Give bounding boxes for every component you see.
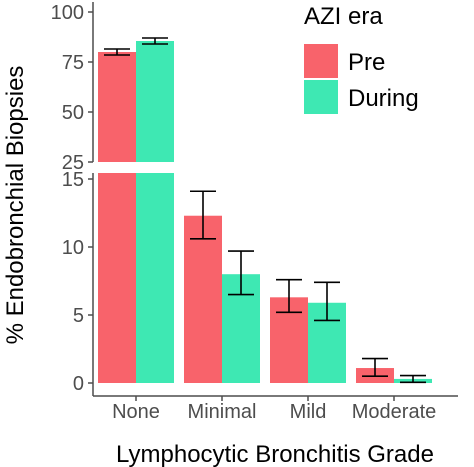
x-tick-label: None xyxy=(112,401,160,423)
x-tick-label: Minimal xyxy=(188,401,257,423)
y-tick-label: 10 xyxy=(62,237,84,259)
error-bar-pre-mild xyxy=(276,278,302,314)
y-tick-label: 50 xyxy=(62,102,84,124)
legend-label-pre: Pre xyxy=(348,49,385,76)
error-bar-pre-moderate xyxy=(362,357,388,378)
legend-title: AZI era xyxy=(304,3,383,30)
x-tick-label: Mild xyxy=(290,401,327,423)
y-tick-label: 5 xyxy=(73,305,84,327)
legend-label-during: During xyxy=(348,85,419,112)
x-axis-title: Lymphocytic Bronchitis Grade xyxy=(116,441,434,467)
y-tick-label: 75 xyxy=(62,52,84,74)
bar-pre-none-lower xyxy=(98,173,136,383)
y-axis-title: % Endobronchial Biopsies xyxy=(2,66,29,345)
error-bar-during-moderate xyxy=(400,374,426,384)
error-bar-during-mild xyxy=(314,281,340,322)
bar-pre-minimal xyxy=(184,215,222,383)
bar-pre-none-upper xyxy=(98,52,136,162)
error-bar-pre-none xyxy=(104,48,130,56)
legend: AZI era Pre During xyxy=(292,0,452,124)
y-tick-label: 15 xyxy=(62,169,84,191)
legend-swatch-pre xyxy=(304,44,338,78)
y-tick-label: 100 xyxy=(51,2,84,24)
bar-during-none-upper xyxy=(136,41,174,162)
x-tick-label: Moderate xyxy=(352,401,437,423)
y-tick-label: 25 xyxy=(62,152,84,174)
bar-during-none-lower xyxy=(136,173,174,383)
error-bar-during-none xyxy=(142,37,168,45)
y-tick-label: 0 xyxy=(73,373,84,395)
error-bar-pre-minimal xyxy=(190,190,216,240)
lower-panel-axis: 0 5 10 15 xyxy=(62,169,94,396)
error-bar-during-minimal xyxy=(228,250,254,296)
error-bars xyxy=(104,37,426,384)
legend-swatch-during xyxy=(304,80,338,114)
x-axis: None Minimal Mild Moderate xyxy=(93,395,458,423)
bars xyxy=(98,41,432,383)
upper-panel-axis: 25 50 75 100 xyxy=(51,2,94,174)
